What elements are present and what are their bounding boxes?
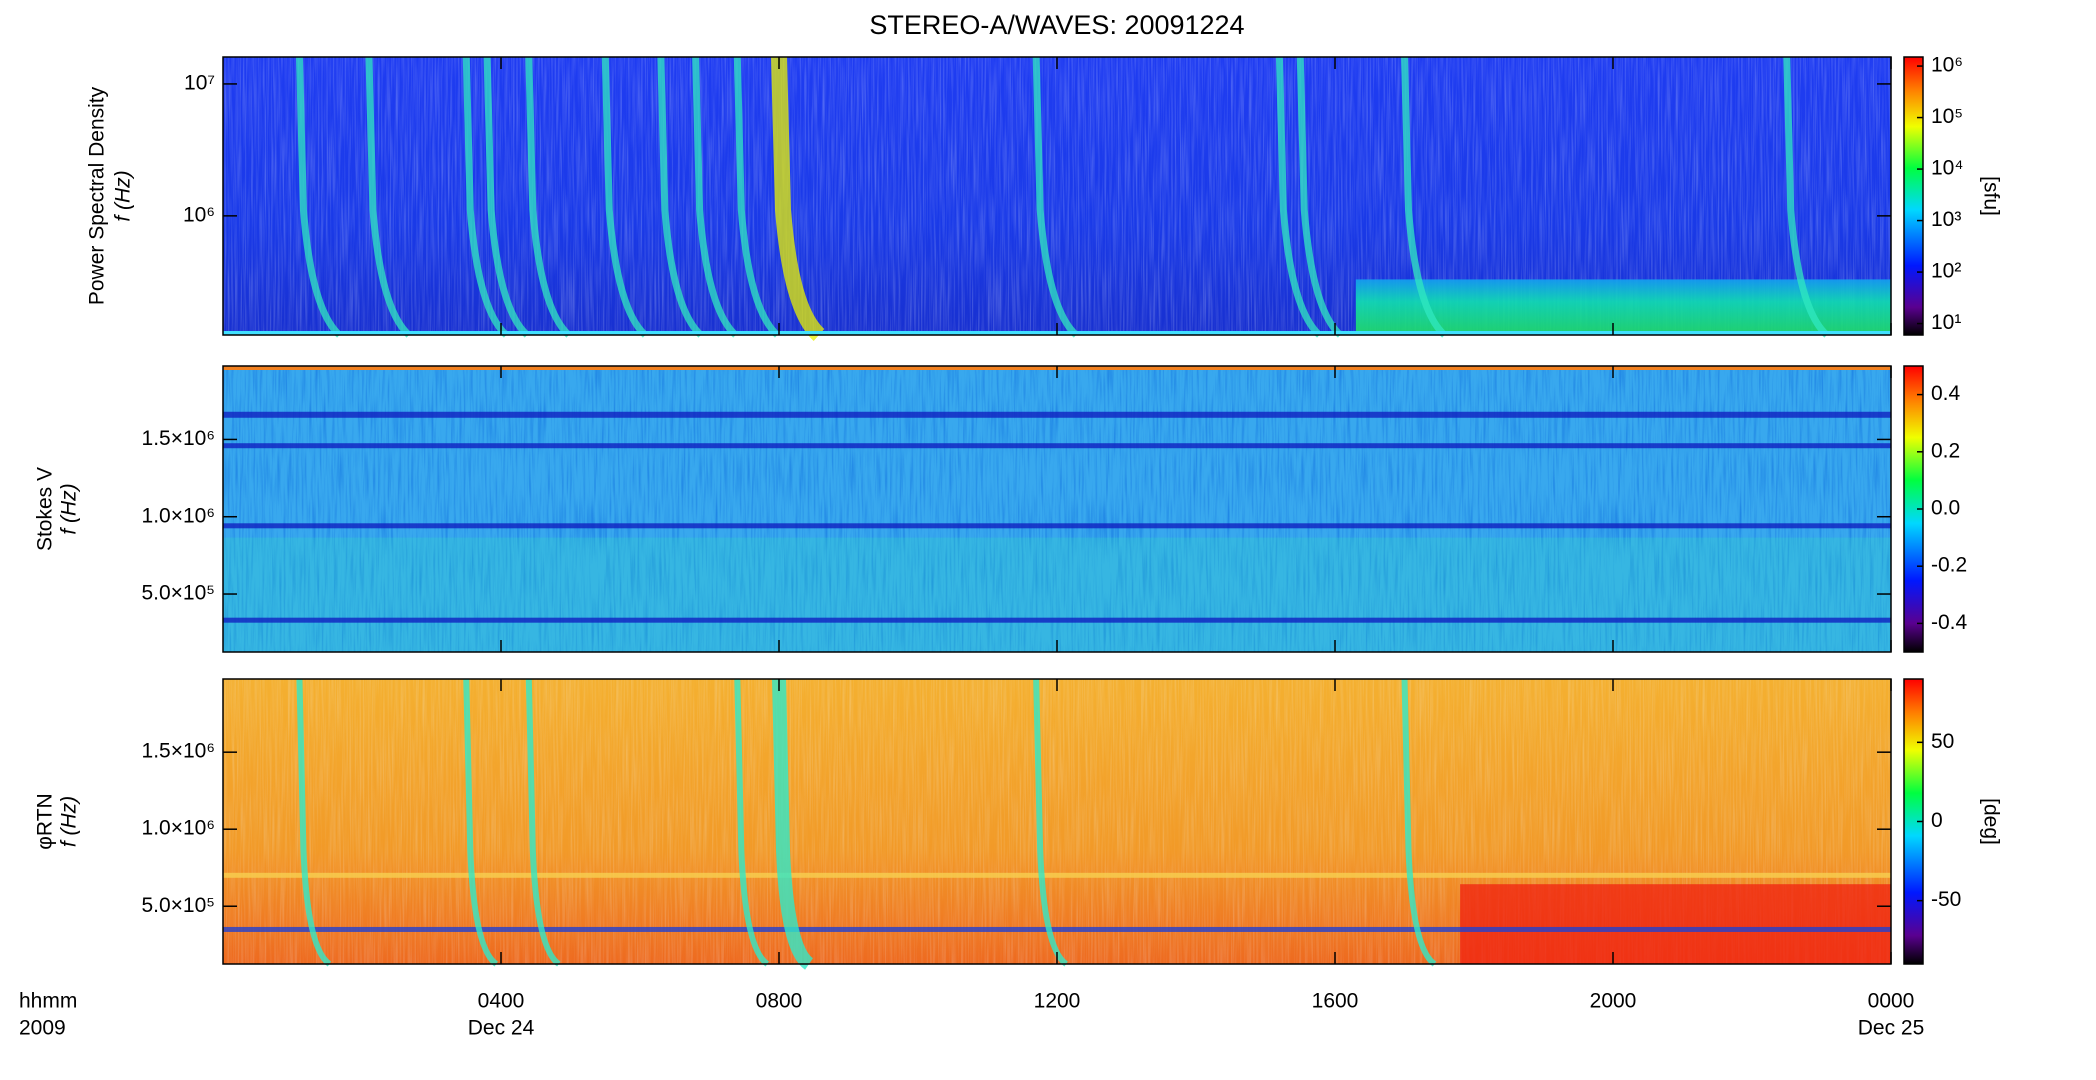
time-format-label: hhmm (19, 990, 77, 1013)
colorbar-tick-label: 10³ (1931, 208, 1961, 231)
spectrogram-line (223, 926, 1891, 932)
colorbar-tick-label: -0.2 (1931, 554, 1967, 577)
colorbar-tick-label: 0.2 (1931, 439, 1960, 462)
y-tick-label: 10⁶ (183, 203, 215, 226)
burst-decoration (657, 56, 704, 338)
spectrogram-texture (223, 537, 1891, 652)
x-tick-label: 0000 (1868, 990, 1915, 1013)
x-tick-label: 2000 (1590, 990, 1637, 1013)
burst-decoration (772, 678, 814, 970)
burst-decoration (601, 56, 648, 338)
y-axis-label: Stokes V (34, 467, 57, 551)
x-tick-label: 0400 (478, 990, 525, 1013)
burst-decoration (692, 56, 739, 338)
colorbar-tick-label: 0 (1931, 809, 1943, 832)
burst-decoration (734, 678, 770, 967)
y-tick-label: 1.5×10⁶ (142, 740, 215, 763)
dark-band (223, 411, 1891, 418)
x-date-label: Dec 25 (1858, 1017, 1925, 1040)
burst-decoration (1401, 678, 1437, 967)
y-tick-label: 1.0×10⁶ (142, 817, 215, 840)
burst-decoration (462, 56, 509, 338)
y-axis-label: f (Hz) (58, 483, 81, 534)
dark-band (223, 617, 1891, 623)
y-axis-label: φRTN (34, 793, 57, 849)
colorbar-tick-label: 50 (1931, 730, 1954, 753)
x-tick-label: 0800 (756, 990, 803, 1013)
y-axis-label: Power Spectral Density (86, 86, 109, 305)
spectrogram-line (223, 872, 1891, 878)
burst-decoration (1032, 56, 1079, 338)
y-tick-label: 5.0×10⁵ (141, 582, 215, 605)
y-tick-label: 5.0×10⁵ (141, 894, 215, 917)
colorbar-label: [deg] (1979, 798, 2002, 845)
y-axis-label: f (Hz) (58, 796, 81, 847)
panel (222, 678, 1892, 970)
colorbar (1903, 56, 1924, 336)
burst-decoration (483, 56, 530, 338)
chart-title: STEREO-A/WAVES: 20091224 (869, 10, 1244, 40)
colorbar-tick-label: 10⁶ (1931, 54, 1963, 77)
burst-decoration (1033, 678, 1069, 967)
burst-decoration (463, 678, 499, 967)
colorbar-tick-label: 0.0 (1931, 497, 1960, 520)
y-tick-label: 1.5×10⁶ (142, 427, 215, 450)
panel (222, 56, 1892, 341)
burst-decoration (1275, 56, 1322, 338)
burst-decoration (771, 56, 825, 341)
colorbar-label: [sfu] (1979, 176, 2002, 216)
burst-decoration (525, 678, 561, 967)
burst-decoration (733, 56, 780, 338)
burst-decoration (1783, 56, 1830, 338)
y-tick-label: 1.0×10⁶ (142, 504, 215, 527)
colorbar-tick-label: 0.4 (1931, 382, 1961, 405)
burst-decoration (296, 678, 332, 967)
spectrogram-region (1460, 884, 1891, 964)
colorbar-tick-label: 10² (1931, 260, 1961, 283)
burst-decoration (525, 56, 572, 338)
x-tick-label: 1200 (1034, 990, 1081, 1013)
burst-decoration (1296, 56, 1343, 338)
colorbar-tick-label: 10⁴ (1931, 157, 1963, 180)
colorbar-tick-label: -50 (1931, 888, 1961, 911)
dark-band (223, 443, 1891, 449)
x-date-label: Dec 24 (468, 1017, 535, 1040)
year-label: 2009 (19, 1017, 66, 1040)
colorbar-tick-label: -0.4 (1931, 611, 1968, 634)
y-tick-label: 10⁷ (184, 71, 215, 94)
burst-decoration (365, 56, 412, 338)
burst-decoration (1401, 56, 1447, 338)
colorbar-tick-label: 10¹ (1931, 311, 1961, 334)
dark-band (223, 523, 1891, 529)
burst-decoration (295, 56, 342, 338)
y-axis-label: f (Hz) (112, 170, 135, 221)
x-tick-label: 1600 (1312, 990, 1359, 1013)
colorbar-tick-label: 10⁵ (1931, 105, 1963, 128)
panel (222, 365, 1892, 653)
